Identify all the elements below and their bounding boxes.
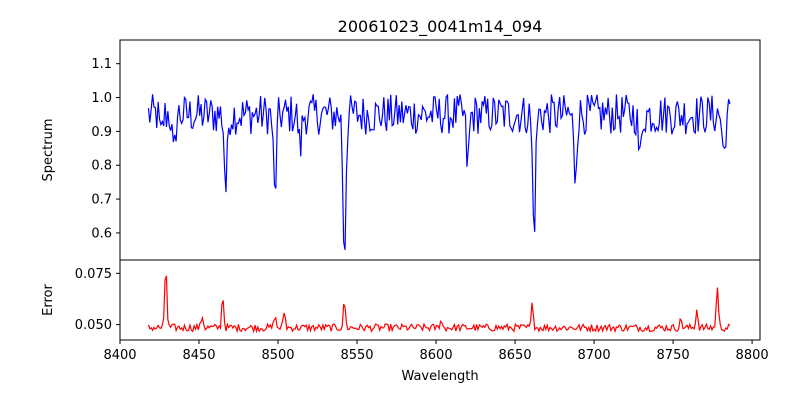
spectrum-y-tick-label: 0.6 — [91, 226, 112, 241]
spectrum-y-tick-label: 0.8 — [91, 159, 112, 174]
x-tick-label: 8650 — [499, 348, 532, 363]
x-tick-label: 8700 — [578, 348, 611, 363]
error-axes-frame — [119, 259, 761, 341]
x-tick-label: 8550 — [340, 348, 373, 363]
x-tick-label: 8750 — [657, 348, 690, 363]
spectrum-y-tick-label: 0.9 — [91, 125, 112, 140]
spectrum-series-line — [147, 93, 731, 250]
spectrum-y-axis-label: Spectrum — [41, 119, 56, 182]
x-axis-label: Wavelength — [401, 369, 478, 384]
spectrum-panel: 0.6 0.7 0.8 0.9 1.0 1.1 Spectrum — [41, 39, 761, 261]
x-tick-label: 8400 — [103, 348, 136, 363]
error-y-tick-label: 0.075 — [75, 267, 112, 282]
spectrum-y-tick-label: 1.1 — [91, 57, 112, 72]
spectrum-y-axis: 0.6 0.7 0.8 0.9 1.0 1.1 — [91, 57, 120, 241]
x-tick-label: 8500 — [261, 348, 294, 363]
error-y-tick-label: 0.050 — [75, 318, 112, 333]
x-tick-label: 8450 — [182, 348, 215, 363]
error-y-axis: 0.050 0.075 — [75, 267, 120, 333]
x-tick-label: 8800 — [736, 348, 769, 363]
spectrum-axes-frame — [119, 39, 761, 261]
x-tick-label: 8600 — [420, 348, 453, 363]
spectrum-y-tick-label: 1.0 — [91, 91, 112, 106]
spectrum-y-tick-label: 0.7 — [91, 193, 112, 208]
error-panel: 0.050 0.075 Error — [41, 259, 761, 341]
error-series-line — [147, 275, 731, 334]
chart-title: 20061023_0041m14_094 — [338, 17, 543, 37]
error-y-axis-label: Error — [41, 284, 56, 316]
x-axis: 8400 8450 8500 8550 8600 8650 8700 8750 8800 — [103, 340, 769, 363]
